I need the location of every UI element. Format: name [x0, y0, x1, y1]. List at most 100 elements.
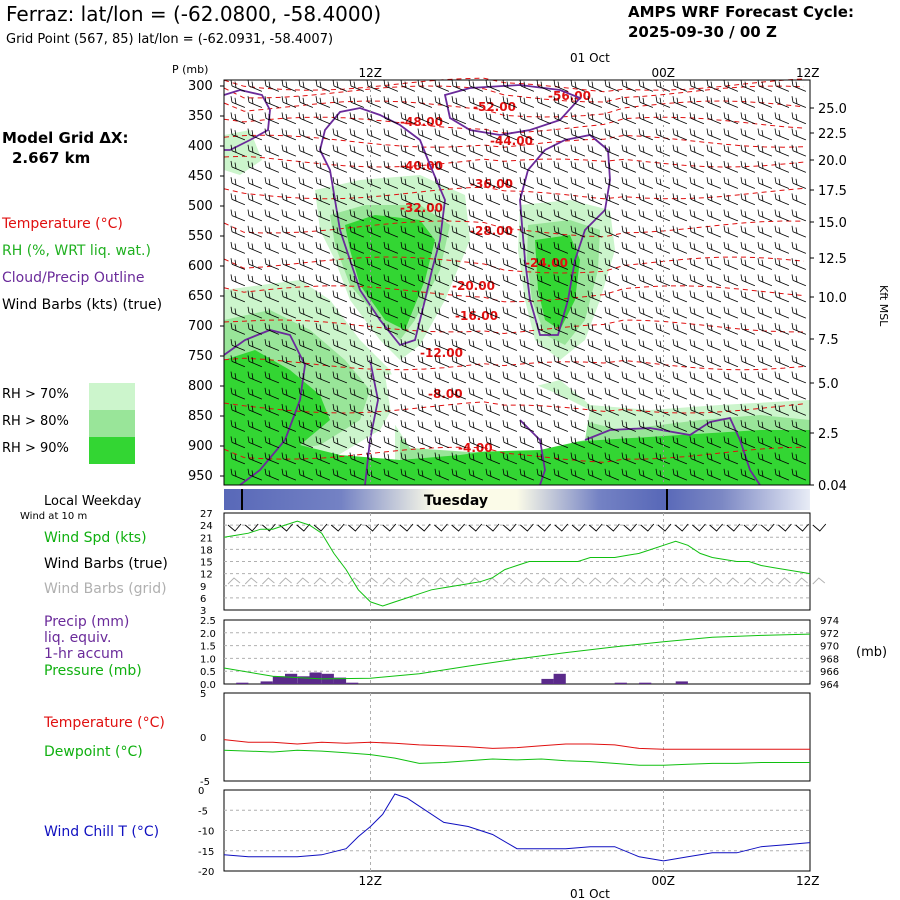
wind-barb [537, 425, 552, 432]
wind-barb [316, 377, 331, 384]
wind-barb-flag [672, 144, 675, 151]
wind-barb-flag [387, 421, 390, 428]
model-grid-line-1: Model Grid ΔX: [2, 129, 129, 147]
temperature-contour [223, 186, 805, 200]
wind-barb-flag [672, 468, 675, 475]
wind-barb-flag [706, 306, 709, 313]
wind-barb [486, 474, 501, 481]
wind-barb [418, 474, 433, 481]
wind-barb [792, 361, 807, 368]
wind-barb [741, 134, 756, 141]
wind-barb-flag [625, 405, 628, 412]
wind-barb-flag [744, 340, 747, 347]
wind-barb-flag [676, 389, 679, 396]
wind-barb [231, 312, 246, 319]
wind-barb-flag [234, 130, 237, 137]
wind-barb-flag [438, 178, 441, 185]
wind-barb-flag [370, 356, 373, 364]
precip-bar [272, 676, 285, 684]
wind-barb-flag [604, 96, 607, 103]
wind-barb-flag [774, 371, 777, 378]
wind-barb-flag [234, 243, 237, 250]
wind-barb-flag [557, 97, 560, 104]
wind-barb-flag [638, 274, 641, 281]
wind-barb-flag [587, 209, 590, 216]
wind-barb-flag [421, 470, 424, 477]
wind-barb [265, 101, 280, 108]
wind-barb [588, 85, 603, 92]
wind-barb [384, 409, 399, 416]
wind-barb [367, 442, 382, 449]
wind-barb-flag [285, 389, 288, 396]
wind-barb [282, 101, 297, 108]
wind-barb [622, 425, 637, 432]
wind-barb-flag [349, 274, 352, 281]
wind-barb-flag [315, 79, 318, 87]
wind-barb-flag [247, 177, 250, 184]
wind-barb [384, 101, 399, 108]
wind-barb-flag [757, 160, 760, 168]
wind-barb [622, 442, 637, 449]
wind-barb-flag [604, 144, 607, 151]
wind-barb [622, 199, 637, 206]
wind-barb [316, 393, 331, 400]
precip-bar [260, 681, 273, 684]
wind-barb [741, 296, 756, 303]
wind-barb-flag [400, 225, 403, 232]
wind-barb-flag [387, 470, 390, 477]
wind-barb [775, 215, 790, 222]
wind-barb-flag [791, 144, 794, 151]
wind-barb-flag [285, 437, 288, 445]
wind-barb [469, 247, 484, 254]
wind-barb [418, 85, 433, 92]
wind-barb [350, 118, 365, 125]
wind-barb-flag [540, 211, 543, 218]
wind-barb-flag [451, 112, 454, 119]
wind-barb-flag [625, 146, 628, 153]
wind-barb-flag [744, 162, 747, 169]
wind-barb [248, 199, 263, 206]
wind-barb-flag [349, 306, 352, 313]
wind-barb-flag [230, 160, 233, 168]
wind-barb-flag [502, 128, 505, 135]
wind-barb [639, 312, 654, 319]
wind-barb-flag [672, 274, 675, 281]
wind-barb [622, 344, 637, 351]
wind-barb-flag [570, 258, 573, 265]
wind-barb-flag [587, 79, 590, 87]
wind-barb-flag [757, 128, 760, 135]
wind-barb-flag [400, 322, 403, 330]
wind-barb-flag [451, 241, 454, 249]
wind-barb-flag [264, 306, 267, 313]
wind-barb-flag [230, 468, 233, 475]
wind-barb-flag [349, 420, 352, 427]
wind-barb [435, 328, 450, 335]
wind-barb [690, 134, 705, 141]
wind-barb-flag [574, 421, 577, 428]
wind-barb [282, 231, 297, 238]
wind-barb-flag [774, 468, 777, 475]
wind-barb [333, 377, 348, 384]
wind-barb-flag [264, 96, 267, 103]
wind-barb-flag [587, 322, 590, 330]
wind-barb [435, 409, 450, 416]
wind-barb [758, 263, 773, 270]
wind-barb-flag [506, 113, 509, 121]
wind-barb [384, 296, 399, 303]
wind-barb-flag [230, 339, 233, 346]
wind-barb-flag [319, 356, 322, 364]
wind-barb-flag [438, 194, 441, 202]
wind-barb [656, 215, 671, 222]
wind-barb-flag [587, 355, 590, 362]
wind-barb-flag [536, 177, 539, 184]
wind-barb-flag [247, 79, 250, 87]
wind-barb-flag [659, 470, 662, 477]
wind-barb [401, 199, 416, 206]
wind-barb [435, 101, 450, 108]
wind-barb-flag [540, 130, 543, 137]
wind-barb [350, 474, 365, 481]
wind-barb-flag [281, 290, 284, 297]
wind-barb-flag [638, 355, 641, 362]
wind-barb-flag [336, 130, 339, 137]
wind-barb-flag [723, 420, 726, 427]
